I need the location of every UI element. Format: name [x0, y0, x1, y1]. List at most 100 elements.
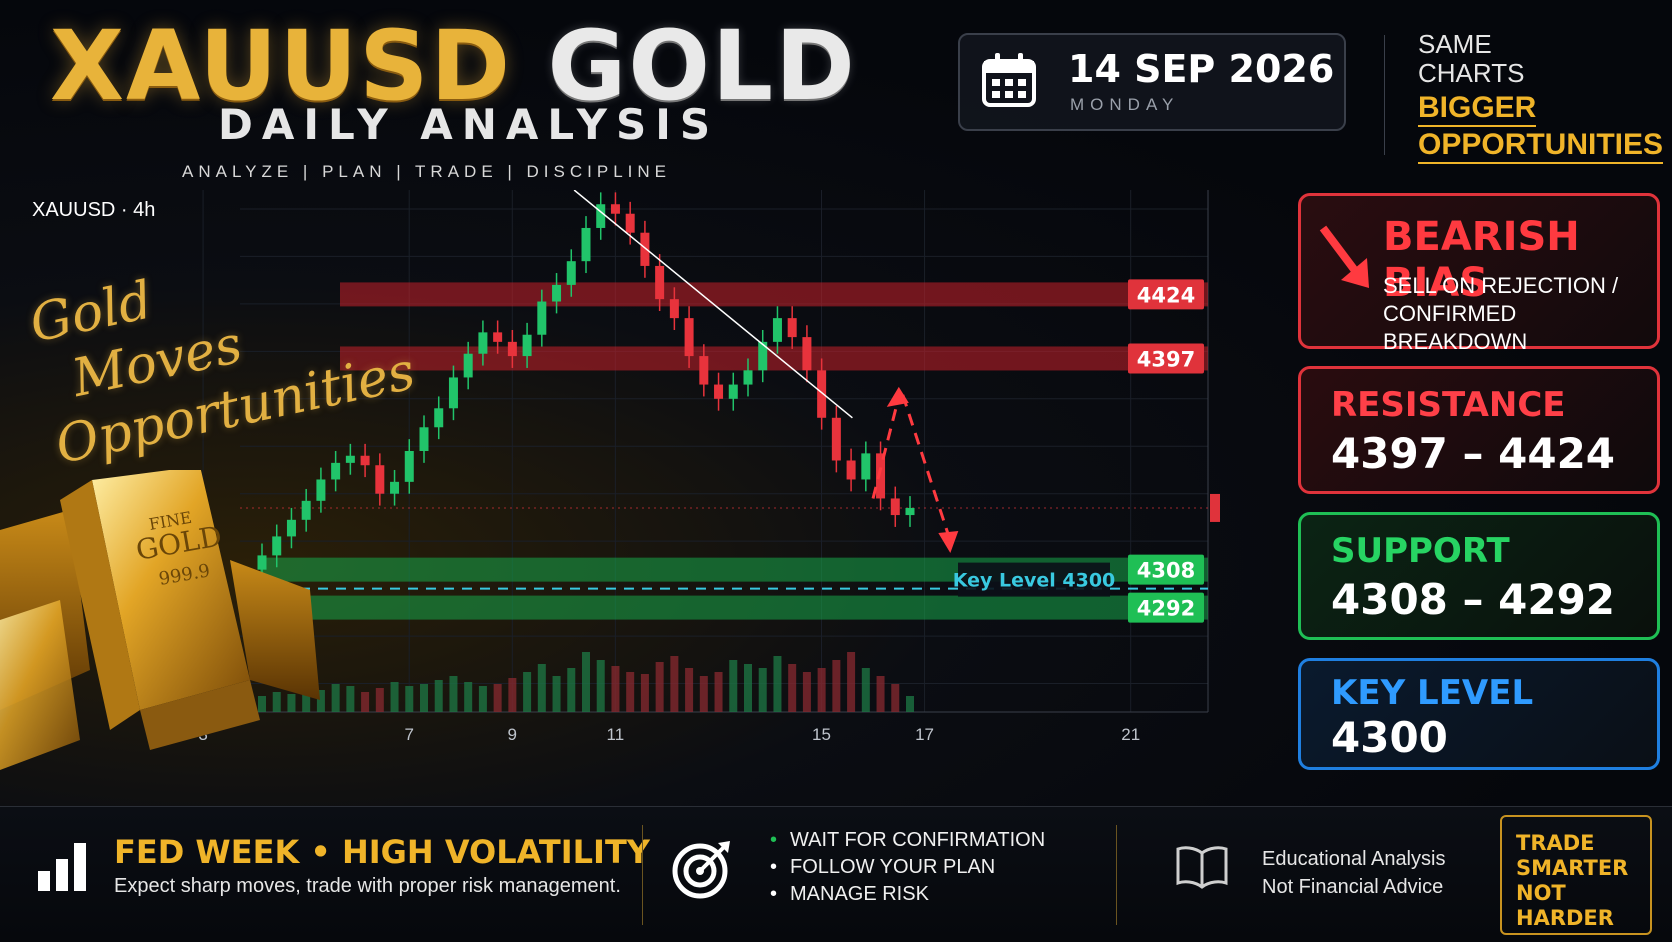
- tag-resistance-lower: 4397: [1137, 347, 1195, 371]
- candle-body: [772, 318, 782, 342]
- candle-body: [905, 507, 915, 516]
- candle-body: [640, 232, 650, 266]
- badge-line-3: NOT HARDER: [1516, 881, 1614, 930]
- candle-body: [728, 384, 738, 399]
- x-tick-label: 7: [404, 725, 413, 744]
- title-gold: GOLD: [547, 10, 857, 122]
- volume-bar: [847, 652, 856, 712]
- key-level-title: KEY LEVEL: [1331, 673, 1534, 713]
- badge-line-1: TRADE: [1516, 831, 1595, 855]
- bar-chart-icon: [38, 843, 86, 891]
- bias-text: SELL ON REJECTION / CONFIRMED BREAKDOWN: [1383, 273, 1619, 354]
- checklist-item: WAIT FOR CONFIRMATION: [770, 827, 1045, 854]
- candle-body: [552, 284, 562, 302]
- down-arrow-icon: [1319, 225, 1369, 288]
- gold-bars-image: FINE GOLD 999.9: [0, 470, 320, 770]
- x-tick-label: 21: [1121, 725, 1140, 744]
- slogan-line-1: SAME: [1418, 29, 1492, 59]
- volume-bar: [375, 688, 384, 712]
- volume-bar: [346, 686, 355, 712]
- volume-bar: [744, 664, 752, 712]
- candle-body: [537, 301, 547, 335]
- volume-bar: [272, 692, 281, 712]
- footer-divider-2: [1116, 825, 1117, 925]
- candle-body: [655, 265, 665, 300]
- candle-body: [758, 341, 768, 371]
- support-title: SUPPORT: [1331, 531, 1510, 571]
- volume-bar: [773, 656, 782, 712]
- slogan-same-charts: SAME CHARTS: [1418, 30, 1524, 88]
- volume-bar: [361, 692, 370, 712]
- tag-support-upper-bg: [1128, 554, 1204, 585]
- date-box: 14 SEP 2026 MONDAY: [958, 33, 1346, 131]
- candle-body: [522, 334, 532, 357]
- volume-bar: [552, 676, 561, 712]
- x-tick-label: 17: [915, 725, 934, 744]
- candle-body: [802, 337, 812, 371]
- candle-body: [448, 377, 458, 409]
- fed-week-heading: FED WEEK • HIGH VOLATILITY: [114, 833, 650, 871]
- bias-title: BEARISH BIAS: [1383, 214, 1580, 306]
- volume-bar: [508, 678, 517, 712]
- candle-body: [463, 353, 473, 378]
- candle-body: [360, 455, 370, 466]
- volume-bar: [478, 686, 487, 712]
- volume-bar: [891, 684, 900, 712]
- candle-body: [257, 555, 267, 570]
- candle-body: [419, 427, 429, 451]
- volume-bar: [567, 668, 576, 712]
- chart-symbol-label: XAUUSD · 4h: [32, 199, 155, 221]
- disclaimer-line-2: Not Financial Advice: [1262, 876, 1444, 898]
- volume-bar: [758, 668, 767, 712]
- main-title: XAUUSD GOLD: [50, 10, 857, 122]
- candle-body: [890, 498, 900, 516]
- volume-bar: [729, 660, 738, 712]
- candle-body: [684, 318, 694, 357]
- footer: FED WEEK • HIGH VOLATILITY Expect sharp …: [0, 806, 1672, 942]
- candle-body: [625, 213, 635, 233]
- volume-bar: [434, 680, 443, 712]
- fed-week-subtext: Expect sharp moves, trade with proper ri…: [114, 875, 621, 897]
- trade-smarter-badge: TRADE SMARTER NOT HARDER: [1500, 815, 1652, 935]
- candle-body: [566, 261, 576, 285]
- volume-bar: [493, 684, 502, 712]
- candle-body: [404, 451, 414, 482]
- volume-bar: [788, 664, 797, 712]
- volume-bar: [802, 672, 811, 712]
- x-tick-label: 11: [607, 725, 625, 744]
- trendline: [573, 190, 853, 419]
- candle-body: [507, 341, 517, 357]
- candle-body: [390, 481, 400, 494]
- candle-body: [493, 332, 503, 342]
- volume-bar: [405, 686, 414, 712]
- resistance-card: RESISTANCE 4397 – 4424: [1298, 366, 1660, 494]
- volume-bar: [655, 662, 664, 712]
- support-band-lower: [260, 595, 1208, 620]
- book-icon: [1176, 846, 1228, 889]
- tag-support-upper: 4308: [1137, 559, 1195, 583]
- volume-bar: [876, 676, 885, 712]
- volume-bar: [287, 694, 296, 712]
- volume-bar: [464, 682, 473, 712]
- candle-body: [743, 370, 753, 385]
- support-value: 4308 – 4292: [1331, 575, 1616, 624]
- key-level-label-bg: [958, 562, 1110, 597]
- volume-bar: [817, 668, 826, 712]
- checklist-item: FOLLOW YOUR PLAN: [770, 854, 1045, 881]
- candle-body: [434, 408, 444, 428]
- candle-body: [876, 453, 886, 499]
- resistance-band-upper: [340, 282, 1208, 307]
- candle-body: [699, 356, 709, 385]
- volume-bar: [523, 672, 532, 712]
- candle-body: [286, 519, 296, 537]
- target-icon: [672, 841, 730, 899]
- volume-bar: [582, 652, 590, 712]
- candle-body: [478, 332, 488, 354]
- candle-body: [846, 460, 856, 480]
- candle-body: [301, 500, 311, 520]
- volume-bar: [832, 660, 841, 712]
- slogan-line-2: CHARTS: [1418, 58, 1525, 88]
- subtitle: DAILY ANALYSIS: [218, 100, 720, 149]
- volume-bar: [537, 664, 546, 712]
- current-price-tag-bg: [1210, 493, 1220, 522]
